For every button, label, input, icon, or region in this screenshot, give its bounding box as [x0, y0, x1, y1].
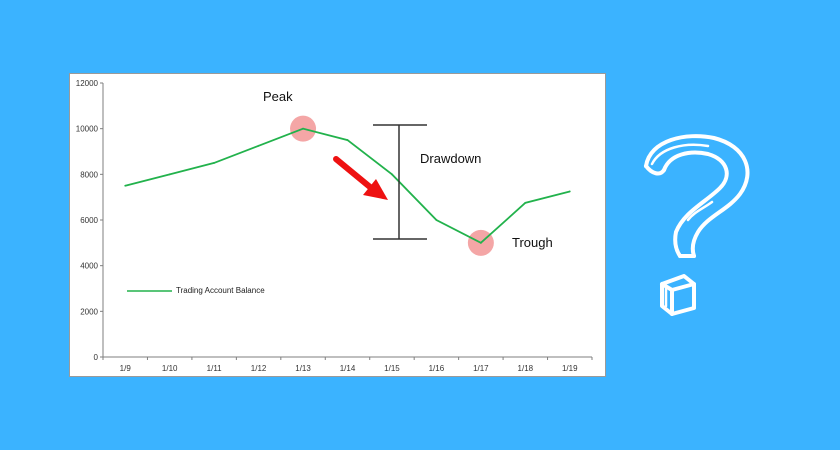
legend-label: Trading Account Balance	[176, 286, 265, 295]
peak-label: Peak	[263, 89, 293, 104]
y-axis-ticks: 0 2000 4000 6000 8000 10000 12000	[76, 79, 103, 362]
y-tick-label: 6000	[80, 216, 98, 225]
x-tick-label: 1/19	[562, 364, 578, 373]
x-tick-label: 1/14	[340, 364, 356, 373]
data-point	[435, 219, 438, 221]
data-point	[568, 190, 571, 193]
y-tick-label: 12000	[76, 79, 99, 88]
x-tick-label: 1/9	[120, 364, 132, 373]
x-tick-label: 1/15	[384, 364, 400, 373]
data-point	[124, 184, 127, 187]
y-tick-label: 0	[94, 353, 99, 362]
data-point	[479, 241, 482, 244]
data-point	[391, 173, 393, 176]
data-point	[213, 162, 216, 164]
trough-label: Trough	[512, 235, 553, 250]
axes	[102, 83, 592, 358]
data-point	[302, 127, 304, 130]
x-axis-ticks: 1/9 1/10 1/11 1/12 1/13 1/14 1/15 1/16 1/17 1/18 1…	[102, 357, 593, 373]
x-tick-label: 1/10	[162, 364, 178, 373]
data-point	[168, 173, 171, 176]
x-tick-label: 1/17	[473, 364, 489, 373]
annotations: Peak Drawdown Trough Trading Account Bal…	[127, 89, 553, 295]
y-tick-label: 2000	[80, 307, 98, 316]
down-arrow-icon	[333, 156, 388, 200]
series-line	[125, 127, 570, 244]
data-point	[524, 201, 527, 204]
x-tick-label: 1/11	[207, 364, 223, 373]
question-mark-icon	[644, 134, 750, 316]
drawdown-label: Drawdown	[420, 151, 481, 166]
x-tick-label: 1/13	[295, 364, 311, 373]
y-tick-label: 8000	[80, 170, 98, 179]
x-tick-label: 1/12	[251, 364, 267, 373]
series	[124, 127, 571, 244]
y-tick-label: 4000	[80, 262, 98, 271]
data-point	[346, 139, 349, 141]
chart-card: 0 2000 4000 6000 8000 10000 12000 1/9 1/10 1/11 1…	[69, 73, 606, 377]
data-point	[257, 144, 260, 147]
y-tick-label: 10000	[76, 125, 99, 134]
x-tick-label: 1/18	[518, 364, 534, 373]
x-tick-label: 1/16	[429, 364, 445, 373]
